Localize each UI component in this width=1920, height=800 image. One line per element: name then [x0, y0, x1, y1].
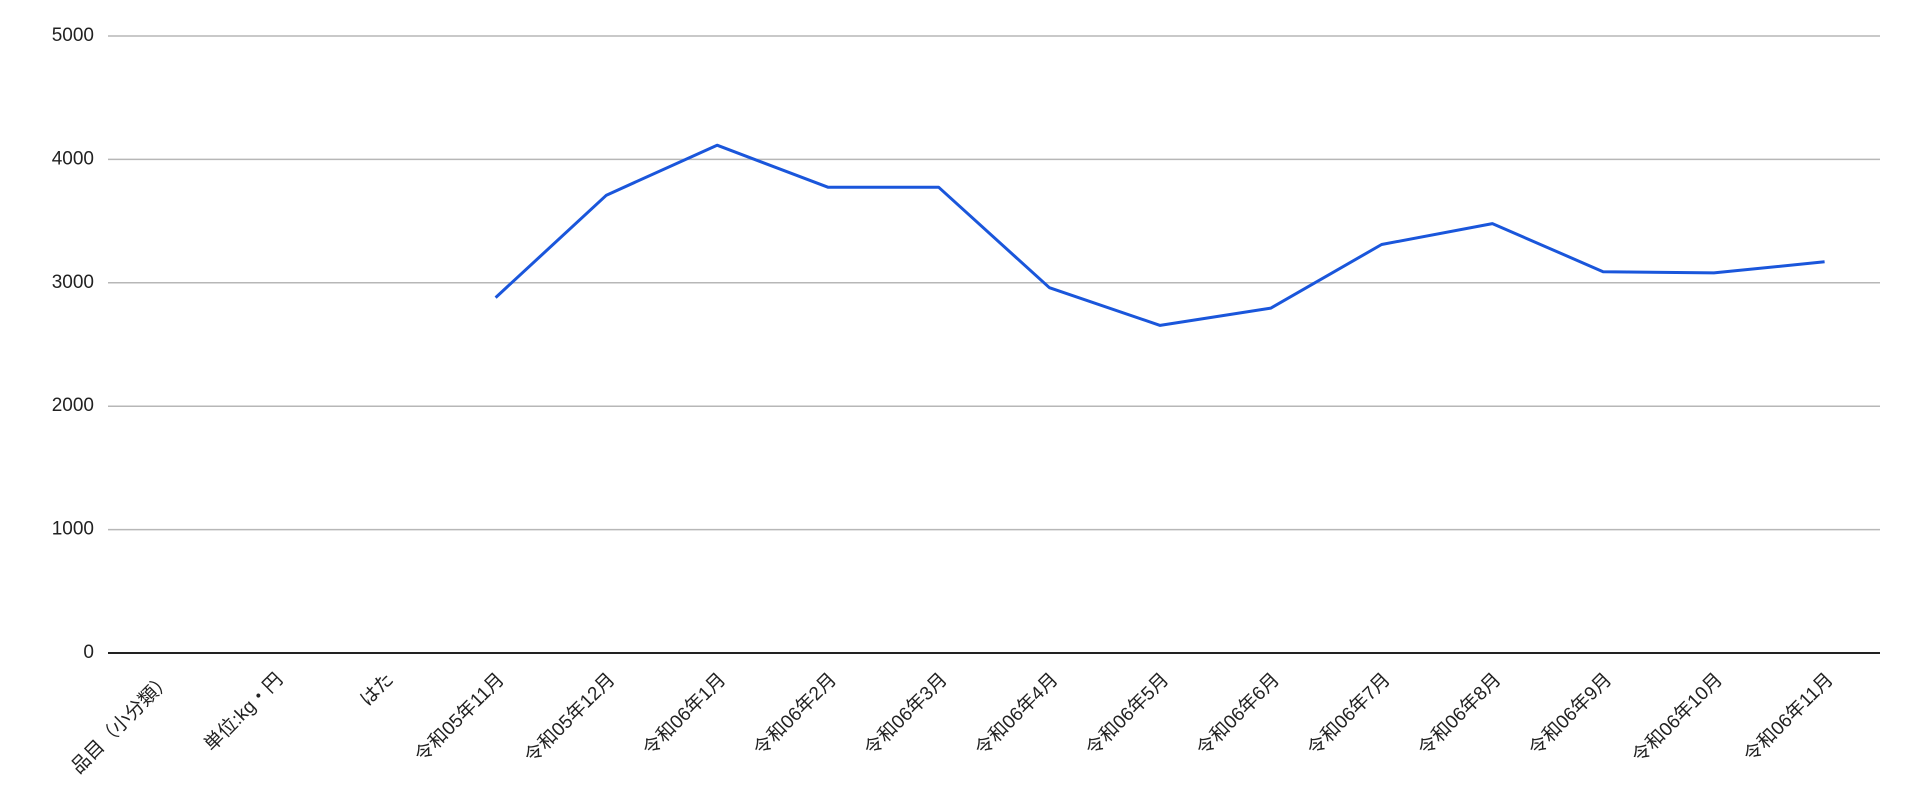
x-tick-label: 令和06年8月: [1414, 669, 1506, 761]
x-tick-label: 令和06年4月: [971, 669, 1063, 761]
y-tick-label: 5000: [52, 25, 94, 46]
x-tick-label: 令和06年1月: [638, 669, 730, 761]
y-tick-label: 1000: [52, 519, 94, 540]
x-tick-label: 令和06年5月: [1081, 669, 1173, 761]
x-tick-label: 令和06年11月: [1740, 669, 1838, 767]
x-tick-label: はた: [357, 669, 398, 710]
y-tick-label: 2000: [52, 395, 94, 416]
x-tick-label: 令和06年3月: [860, 669, 952, 761]
x-tick-label: 令和05年12月: [520, 669, 619, 768]
line-series: [494, 143, 1825, 327]
x-tick-label: 品目（小分類）: [67, 669, 177, 779]
y-tick-label: 4000: [52, 148, 94, 169]
x-tick-label: 令和06年6月: [1192, 669, 1284, 761]
x-tick-label: 単位:kg・円: [200, 669, 287, 756]
x-tick-label: 令和06年9月: [1524, 669, 1616, 761]
y-tick-label: 3000: [52, 272, 94, 293]
x-tick-label: 令和06年10月: [1628, 669, 1727, 768]
y-tick-label: 0: [83, 642, 94, 663]
x-tick-label: 令和05年11月: [411, 669, 509, 767]
x-tick-label: 令和06年7月: [1303, 669, 1395, 761]
x-tick-label: 令和06年2月: [749, 669, 841, 761]
